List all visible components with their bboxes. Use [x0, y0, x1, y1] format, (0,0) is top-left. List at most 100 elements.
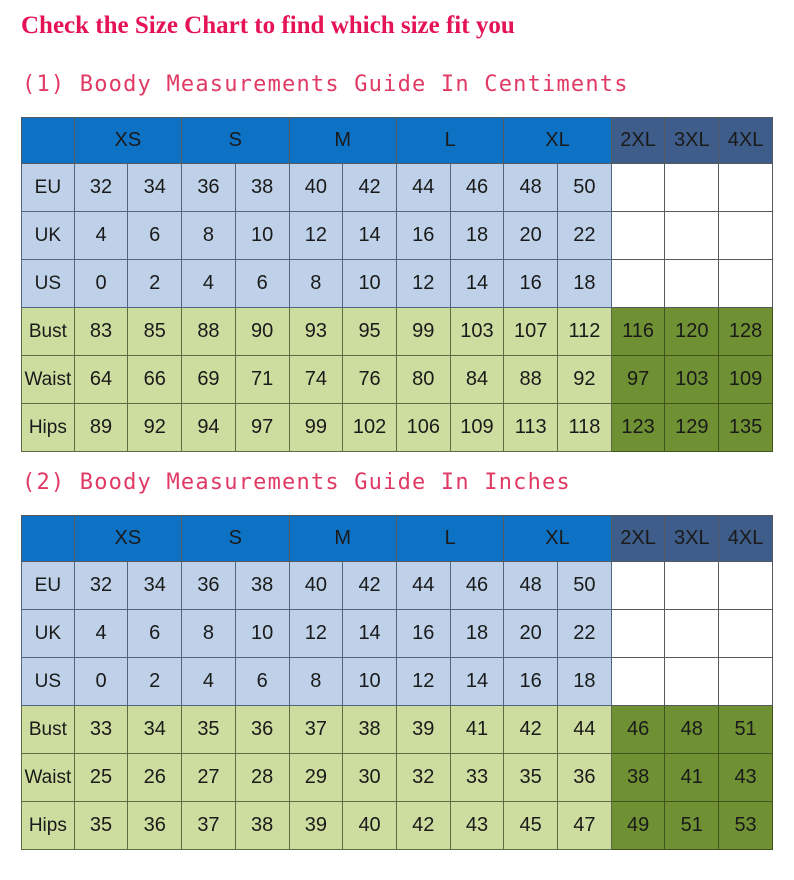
- header-size-l: L: [395, 117, 505, 164]
- cell-value: 37: [288, 705, 344, 754]
- table-row: Waist 64 66 69 71 74 76 80 84 88 92 97 1…: [21, 355, 773, 404]
- cell-value: 20: [503, 211, 559, 260]
- header-size-xl: XL: [503, 117, 612, 164]
- cell-value: 6: [127, 609, 183, 658]
- cell-value: 12: [288, 609, 344, 658]
- cell-value-plus: 49: [610, 801, 666, 850]
- cell-value: 2: [127, 657, 183, 706]
- cell-empty: [664, 609, 720, 658]
- cell-value-plus: 103: [664, 355, 720, 404]
- table-row: Bust 33 34 35 36 37 38 39 41 42 44 46 48…: [21, 705, 773, 754]
- cell-empty: [610, 609, 666, 658]
- cell-value-plus: 51: [718, 705, 773, 754]
- cell-value: 18: [449, 609, 505, 658]
- cell-value: 33: [73, 705, 129, 754]
- cell-value: 10: [234, 211, 290, 260]
- cell-value: 118: [557, 403, 612, 452]
- cell-value: 34: [127, 705, 183, 754]
- row-label-us: US: [21, 259, 75, 308]
- cell-value: 2: [127, 259, 183, 308]
- cell-value: 106: [395, 403, 451, 452]
- cell-value: 43: [449, 801, 505, 850]
- cell-value: 34: [127, 561, 183, 610]
- cell-value: 42: [342, 561, 397, 610]
- cell-value-plus: 123: [610, 403, 666, 452]
- row-label-hips: Hips: [21, 801, 75, 850]
- cell-value: 32: [73, 163, 129, 212]
- cell-value: 64: [73, 355, 129, 404]
- cell-empty: [610, 657, 666, 706]
- table-row: Waist 25 26 27 28 29 30 32 33 35 36 38 4…: [21, 753, 773, 802]
- table-body-cm: EU 32 34 36 38 40 42 44 46 48 50 UK 4 6 …: [21, 163, 773, 452]
- table-row: EU 32 34 36 38 40 42 44 46 48 50: [21, 561, 773, 610]
- header-size-2xl: 2XL: [610, 117, 666, 164]
- table-head-in: XS S M L XL 2XL 3XL 4XL: [21, 515, 773, 562]
- cell-value-plus: 38: [610, 753, 666, 802]
- row-label-us: US: [21, 657, 75, 706]
- row-label-uk: UK: [21, 211, 75, 260]
- cell-value: 45: [503, 801, 559, 850]
- cell-value: 39: [395, 705, 451, 754]
- cell-value: 22: [557, 609, 612, 658]
- cell-empty: [610, 163, 666, 212]
- header-size-xs: XS: [73, 117, 183, 164]
- cell-value: 48: [503, 163, 559, 212]
- cell-value: 6: [234, 657, 290, 706]
- cell-value: 95: [342, 307, 397, 356]
- row-label-uk: UK: [21, 609, 75, 658]
- cell-value: 36: [127, 801, 183, 850]
- cell-value: 14: [449, 657, 505, 706]
- cell-value: 6: [127, 211, 183, 260]
- cell-value: 37: [181, 801, 236, 850]
- table-header-row: XS S M L XL 2XL 3XL 4XL: [21, 515, 773, 562]
- cell-value-plus: 116: [610, 307, 666, 356]
- cell-empty: [718, 609, 773, 658]
- header-size-xl: XL: [503, 515, 612, 562]
- cell-value-plus: 128: [718, 307, 773, 356]
- header-corner-blank: [21, 117, 75, 164]
- cell-value: 107: [503, 307, 559, 356]
- header-size-m: M: [288, 117, 397, 164]
- cell-value: 10: [342, 259, 397, 308]
- cell-value-plus: 51: [664, 801, 720, 850]
- cell-value: 92: [127, 403, 183, 452]
- row-label-bust: Bust: [21, 307, 75, 356]
- cell-value: 99: [395, 307, 451, 356]
- cell-value: 99: [288, 403, 344, 452]
- row-label-waist: Waist: [21, 753, 75, 802]
- cell-empty: [718, 163, 773, 212]
- row-label-eu: EU: [21, 561, 75, 610]
- header-size-s: S: [181, 117, 290, 164]
- cell-empty: [718, 211, 773, 260]
- cell-value: 36: [181, 163, 236, 212]
- cell-value: 42: [395, 801, 451, 850]
- cell-value: 0: [73, 259, 129, 308]
- cell-value: 113: [503, 403, 559, 452]
- cell-empty: [718, 561, 773, 610]
- cell-value: 50: [557, 561, 612, 610]
- cell-value: 16: [503, 657, 559, 706]
- cell-value-plus: 109: [718, 355, 773, 404]
- cell-value: 92: [557, 355, 612, 404]
- table-body-in: EU 32 34 36 38 40 42 44 46 48 50 UK 4 6 …: [21, 561, 773, 850]
- cell-value: 10: [234, 609, 290, 658]
- cell-value: 6: [234, 259, 290, 308]
- cell-value: 38: [234, 561, 290, 610]
- table-row: Hips 35 36 37 38 39 40 42 43 45 47 49 51…: [21, 801, 773, 850]
- cell-value: 90: [234, 307, 290, 356]
- cell-value: 4: [181, 259, 236, 308]
- cell-value: 34: [127, 163, 183, 212]
- cell-value: 46: [449, 163, 505, 212]
- cell-value: 35: [503, 753, 559, 802]
- table-row: US 0 2 4 6 8 10 12 14 16 18: [21, 657, 773, 706]
- cell-value: 8: [181, 211, 236, 260]
- cell-empty: [610, 259, 666, 308]
- cell-value: 84: [449, 355, 505, 404]
- header-size-2xl: 2XL: [610, 515, 666, 562]
- cell-value: 47: [557, 801, 612, 850]
- header-corner-blank: [21, 515, 75, 562]
- cell-value: 36: [181, 561, 236, 610]
- size-table-centimeters: XS S M L XL 2XL 3XL 4XL EU 32 34 36 38 4…: [21, 117, 773, 452]
- table-header-row: XS S M L XL 2XL 3XL 4XL: [21, 117, 773, 164]
